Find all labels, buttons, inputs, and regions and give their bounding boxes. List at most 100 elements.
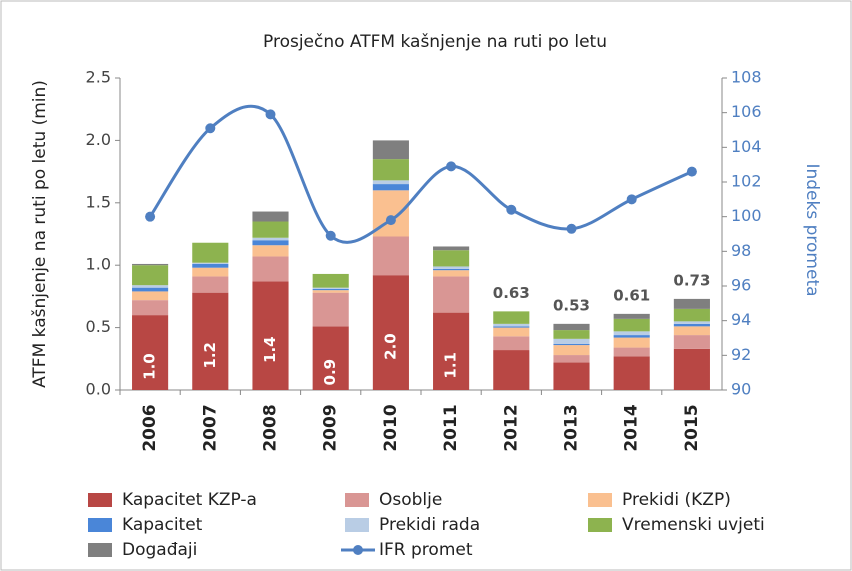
bar-segment <box>132 291 169 301</box>
bar-segment <box>252 221 289 238</box>
bar-segment <box>252 281 289 390</box>
legend-label: IFR promet <box>379 540 473 560</box>
x-tick-label: 2010 <box>381 404 401 451</box>
bar-segment <box>372 184 409 191</box>
bar-segment <box>132 315 169 390</box>
bar-segment <box>132 300 169 316</box>
line-marker <box>265 109 276 120</box>
legend-label: Vremenski uvjeti <box>622 515 765 535</box>
bar-segment <box>312 290 349 293</box>
bar-segment <box>252 245 289 257</box>
bar-segment <box>192 263 229 268</box>
bar-segment <box>673 335 710 349</box>
bar-segment <box>192 276 229 293</box>
total-label: 0.9 <box>321 359 339 386</box>
bar-segment <box>553 355 590 363</box>
bar-segment <box>372 236 409 276</box>
legend-label: Događaji <box>122 540 197 560</box>
legend-swatch <box>88 543 112 557</box>
line <box>148 104 693 244</box>
line-marker <box>325 230 336 241</box>
bar-segment <box>553 323 590 331</box>
bar-segment <box>433 270 470 277</box>
y-tick-label: 1.5 <box>86 192 111 211</box>
bar-segment <box>132 285 169 288</box>
bar-segment <box>192 267 229 277</box>
total-label: 0.61 <box>613 286 650 304</box>
y2-tick-label: 94 <box>731 310 751 329</box>
total-label: 0.73 <box>673 271 710 289</box>
bar-segment <box>132 265 169 286</box>
y2-tick-label: 96 <box>731 276 751 295</box>
bar-segment <box>433 276 470 313</box>
legend-swatch <box>588 493 612 507</box>
bar-segment <box>613 318 650 332</box>
legend-label: Prekidi (KZP) <box>622 490 731 510</box>
bar-segment <box>553 338 590 344</box>
bar-segment <box>553 343 590 346</box>
line-marker <box>626 194 637 205</box>
bar-segment <box>433 312 470 390</box>
y2-axis-title: Indeks prometa <box>802 163 822 296</box>
bar-segment <box>493 323 530 327</box>
x-tick-label: 2006 <box>140 404 160 451</box>
bar-segment <box>312 326 349 390</box>
legend-swatch <box>353 545 363 555</box>
y2-tick-label: 106 <box>731 102 762 121</box>
line-marker <box>205 123 216 134</box>
y-tick-label: 2.0 <box>86 130 111 149</box>
legend-label: Prekidi rada <box>379 515 480 535</box>
x-tick-label: 2011 <box>441 404 461 451</box>
y-tick-label: 0.5 <box>86 317 111 336</box>
legend-swatch <box>88 493 112 507</box>
legend-swatch <box>588 518 612 532</box>
line-marker <box>566 223 577 234</box>
y2-tick-label: 102 <box>731 172 762 191</box>
bar-segment <box>613 313 650 319</box>
bar-segment <box>613 335 650 338</box>
bar-segment <box>613 356 650 390</box>
bar-segment <box>433 266 470 269</box>
bar-segment <box>192 292 229 390</box>
bar-segment <box>493 326 530 328</box>
bar-segment <box>312 287 349 289</box>
bar-segment <box>312 273 349 288</box>
bar-segment <box>132 287 169 292</box>
line-marker <box>446 161 457 172</box>
total-label: 1.1 <box>442 352 460 379</box>
bar-segment <box>613 347 650 357</box>
x-tick-label: 2007 <box>200 404 220 451</box>
x-tick-label: 2013 <box>562 404 582 451</box>
bar-segment <box>372 159 409 181</box>
legend-label: Kapacitet <box>122 515 203 535</box>
bar-segment <box>553 362 590 390</box>
legend-swatch <box>88 518 112 532</box>
bar-segment <box>312 292 349 327</box>
bar-segment <box>613 337 650 348</box>
bar-segment <box>372 275 409 390</box>
bar-segment <box>613 331 650 336</box>
bar-segment <box>673 308 710 322</box>
bar-segment <box>673 326 710 336</box>
legend-label: Osoblje <box>379 490 442 510</box>
bar-segment <box>192 262 229 264</box>
bar-segment <box>132 263 169 266</box>
bar-segment <box>252 211 289 222</box>
y-tick-label: 1.0 <box>86 255 111 274</box>
line-marker <box>686 166 697 177</box>
bar-segment <box>372 140 409 160</box>
y2-tick-label: 108 <box>731 68 762 87</box>
legend-label: Kapacitet KZP-a <box>122 490 257 510</box>
total-label: 2.0 <box>381 333 399 360</box>
bar-segment <box>553 330 590 339</box>
y2-tick-label: 100 <box>731 206 762 225</box>
bar-segment <box>673 348 710 390</box>
line-marker <box>506 204 517 215</box>
bar-segment <box>553 345 590 356</box>
bar-segment <box>493 311 530 324</box>
total-label: 1.4 <box>261 336 279 363</box>
bar-segment <box>493 336 530 351</box>
total-label: 0.63 <box>493 284 530 302</box>
bar-segment <box>673 321 710 324</box>
